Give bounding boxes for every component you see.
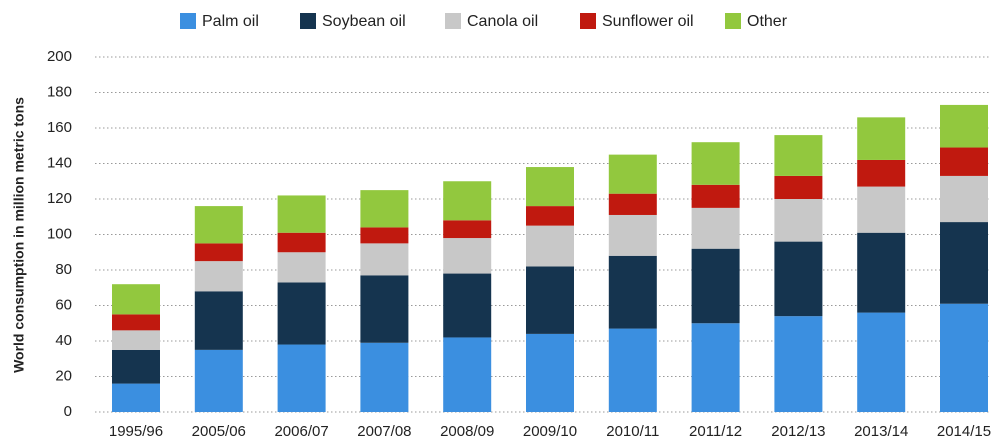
bar-segment xyxy=(608,154,657,194)
y-tick-label: 200 xyxy=(47,48,72,65)
bar-segment xyxy=(774,175,823,199)
bar-segment xyxy=(360,227,409,244)
bar-segment xyxy=(443,273,492,338)
bar-segment xyxy=(691,142,740,185)
bar-segment xyxy=(608,255,657,329)
bar-segment xyxy=(774,199,823,242)
bar-segment xyxy=(774,241,823,317)
legend-swatch xyxy=(300,13,316,29)
bar-segment xyxy=(608,328,657,412)
legend-label: Sunflower oil xyxy=(602,13,694,30)
y-tick-label: 60 xyxy=(55,296,72,313)
bar-segment xyxy=(360,342,409,412)
bar-segment xyxy=(774,316,823,412)
x-tick-label: 2008/09 xyxy=(440,423,494,440)
bar-segment xyxy=(112,314,160,331)
bar-segment xyxy=(691,323,740,412)
bar-segment xyxy=(277,195,326,233)
x-tick-label: 2006/07 xyxy=(274,423,328,440)
y-tick-label: 180 xyxy=(47,83,72,100)
y-tick-label: 0 xyxy=(64,403,72,420)
legend-label: Other xyxy=(747,13,788,30)
bar-segment xyxy=(112,284,160,315)
bar-segment xyxy=(443,220,492,239)
x-tick-label: 2011/12 xyxy=(689,423,742,440)
legend-label: Soybean oil xyxy=(322,13,406,30)
bar-segment xyxy=(691,207,740,249)
x-tick-label: 2005/06 xyxy=(192,423,246,440)
bar-segment xyxy=(112,330,160,350)
bar-segment xyxy=(526,206,574,226)
bar-segment xyxy=(277,344,326,412)
bar-segment xyxy=(940,175,988,223)
y-tick-label: 120 xyxy=(47,190,72,207)
x-tick-label: 2013/14 xyxy=(854,423,908,440)
bar-segment xyxy=(277,282,326,345)
bar-segment xyxy=(940,303,988,412)
x-tick-label: 2007/08 xyxy=(357,423,411,440)
legend-label: Palm oil xyxy=(202,13,259,30)
y-axis-title: World consumption in million metric tons xyxy=(11,97,27,373)
x-tick-label: 2012/13 xyxy=(771,423,825,440)
bar-segment xyxy=(608,214,657,256)
x-tick-label: 2010/11 xyxy=(606,423,659,440)
legend-swatch xyxy=(725,13,741,29)
legend-label: Canola oil xyxy=(467,13,538,30)
bar-segment xyxy=(940,104,988,148)
bar-segment xyxy=(194,243,243,262)
bar-segment xyxy=(857,117,906,160)
bar-segment xyxy=(526,333,574,412)
bar-segment xyxy=(277,252,326,283)
y-tick-label: 160 xyxy=(47,119,72,136)
bar-segment xyxy=(194,206,243,244)
legend-swatch xyxy=(180,13,196,29)
bar-segment xyxy=(526,167,574,207)
bar-segment xyxy=(940,147,988,176)
bar-segment xyxy=(112,383,160,412)
bar-segment xyxy=(857,312,906,412)
bar-segment xyxy=(608,193,657,215)
x-tick-label: 1995/96 xyxy=(109,423,163,440)
bar-segment xyxy=(443,337,492,412)
bar-segment xyxy=(360,190,409,228)
bar-segment xyxy=(194,291,243,350)
bar-segment xyxy=(443,181,492,221)
bar-segment xyxy=(194,261,243,292)
bar-segment xyxy=(360,275,409,343)
bar-segment xyxy=(774,135,823,176)
y-tick-label: 80 xyxy=(55,261,72,278)
bar-segment xyxy=(112,349,160,384)
y-tick-label: 20 xyxy=(55,367,72,384)
x-tick-label: 2009/10 xyxy=(523,423,577,440)
bar-segment xyxy=(194,349,243,412)
bar-segment xyxy=(360,243,409,276)
bar-segment xyxy=(940,222,988,304)
bar-segment xyxy=(857,186,906,233)
bar-segment xyxy=(526,266,574,334)
bar-segment xyxy=(857,159,906,187)
legend-swatch xyxy=(445,13,461,29)
bar-segment xyxy=(526,225,574,267)
x-tick-label: 2014/15 xyxy=(937,423,991,440)
bar-segment xyxy=(691,248,740,324)
bar-segment xyxy=(691,184,740,208)
bar-segment xyxy=(277,232,326,253)
bar-segment xyxy=(443,238,492,274)
y-tick-label: 100 xyxy=(47,225,72,242)
bar-segment xyxy=(857,232,906,313)
legend-swatch xyxy=(580,13,596,29)
y-tick-label: 140 xyxy=(47,154,72,171)
y-tick-label: 40 xyxy=(55,332,72,349)
